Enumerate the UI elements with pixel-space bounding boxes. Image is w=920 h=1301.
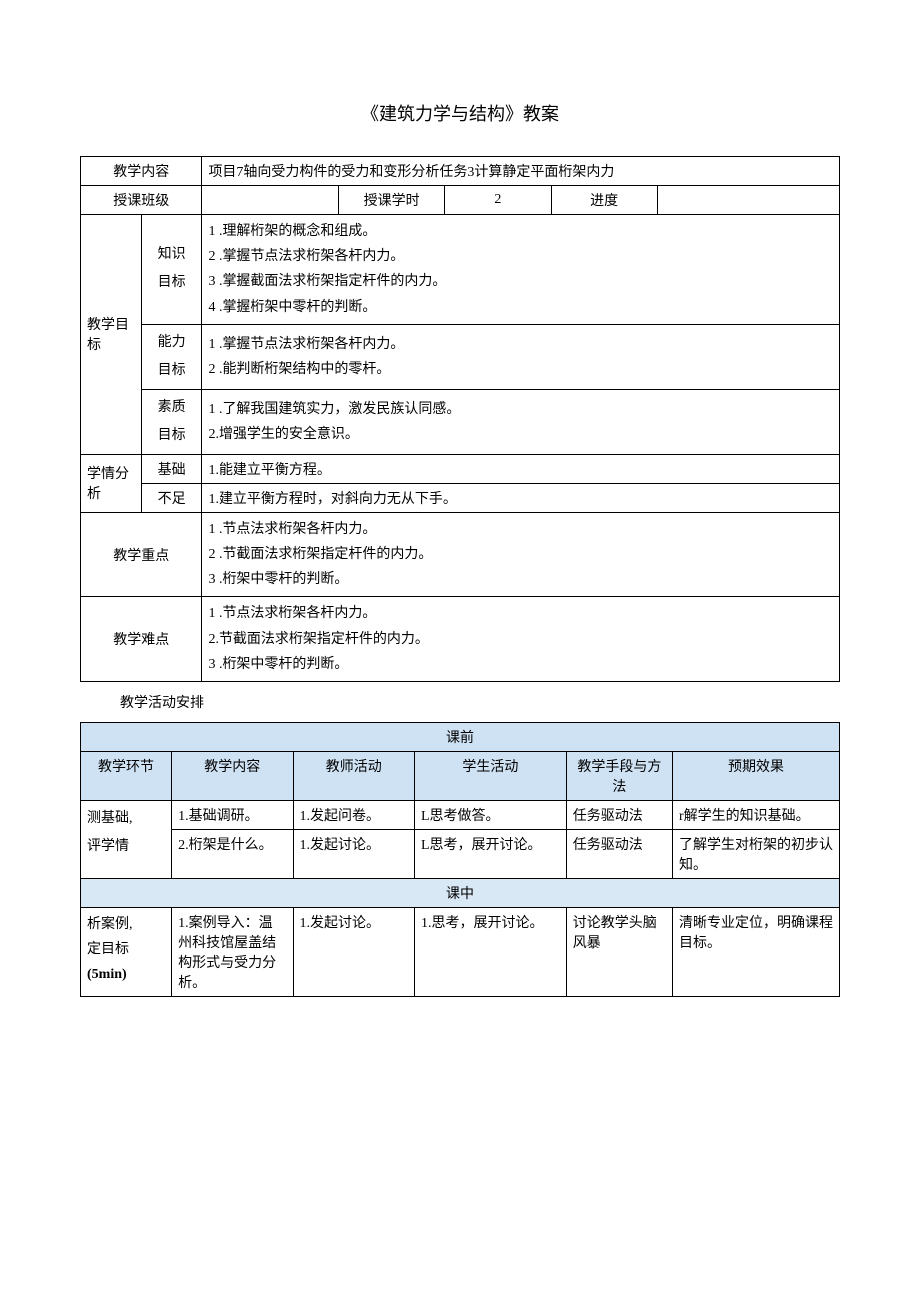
cell-content: 1.基础调研。 (172, 800, 293, 829)
label-basis: 基础 (141, 454, 202, 483)
cell-teacher: 1.发起问卷。 (293, 800, 414, 829)
label-key: 教学重点 (81, 512, 202, 597)
table-row: 测基础, 评学情 1.基础调研。 1.发起问卷。 L思考做答。 任务驱动法 r解… (81, 800, 840, 829)
cell-expect: 了解学生对桁架的初步认知。 (673, 829, 840, 878)
table-row: 能力 目标 1 .掌握节点法求桁架各杆内力。 2 .能判断桁架结构中的零杆。 (81, 324, 840, 389)
cell-method: 任务驱动法 (566, 829, 672, 878)
cell-expect: r解学生的知识基础。 (673, 800, 840, 829)
table-row: 教学难点 1 .节点法求桁架各杆内力。 2.节截面法求桁架指定杆件的内力。 3 … (81, 597, 840, 682)
value-content: 项目7轴向受力构件的受力和变形分析任务3计算静定平面桁架内力 (202, 157, 840, 186)
col-stage: 教学环节 (81, 751, 172, 800)
label-knowledge: 知识 目标 (141, 215, 202, 325)
label-progress: 进度 (551, 186, 657, 215)
col-student: 学生活动 (414, 751, 566, 800)
value-ability: 1 .掌握节点法求桁架各杆内力。 2 .能判断桁架结构中的零杆。 (202, 324, 840, 389)
cell-stage: 析案例, 定目标 (5min) (81, 907, 172, 996)
header-mid: 课中 (81, 878, 840, 907)
label-ability: 能力 目标 (141, 324, 202, 389)
label-quality: 素质 目标 (141, 389, 202, 454)
col-content: 教学内容 (172, 751, 293, 800)
table-row: 教学重点 1 .节点法求桁架各杆内力。 2 .节截面法求桁架指定杆件的内力。 3… (81, 512, 840, 597)
value-difficult: 1 .节点法求桁架各杆内力。 2.节截面法求桁架指定杆件的内力。 3 .桁架中零… (202, 597, 840, 682)
value-hours: 2 (445, 186, 551, 215)
header-pre: 课前 (81, 722, 840, 751)
value-key: 1 .节点法求桁架各杆内力。 2 .节截面法求桁架指定杆件的内力。 3 .桁架中… (202, 512, 840, 597)
label-situation: 学情分析 (81, 454, 142, 512)
table-row: 课中 (81, 878, 840, 907)
cell-student: 1.思考，展开讨论。 (414, 907, 566, 996)
document-title: 《建筑力学与结构》教案 (80, 100, 840, 126)
value-deficiency: 1.建立平衡方程时，对斜向力无从下手。 (202, 483, 840, 512)
table-row: 不足 1.建立平衡方程时，对斜向力无从下手。 (81, 483, 840, 512)
table-row: 2.桁架是什么。 1.发起讨论。 L思考，展开讨论。 任务驱动法 了解学生对桁架… (81, 829, 840, 878)
activity-label: 教学活动安排 (120, 692, 840, 712)
cell-stage: 测基础, 评学情 (81, 800, 172, 878)
cell-student: L思考，展开讨论。 (414, 829, 566, 878)
label-class: 授课班级 (81, 186, 202, 215)
table-row: 教学环节 教学内容 教师活动 学生活动 教学手段与方法 预期效果 (81, 751, 840, 800)
col-method: 教学手段与方法 (566, 751, 672, 800)
table-row: 学情分析 基础 1.能建立平衡方程。 (81, 454, 840, 483)
label-hours: 授课学时 (339, 186, 445, 215)
cell-student: L思考做答。 (414, 800, 566, 829)
activity-table: 课前 教学环节 教学内容 教师活动 学生活动 教学手段与方法 预期效果 测基础,… (80, 722, 840, 997)
cell-teacher: 1.发起讨论。 (293, 829, 414, 878)
cell-method: 讨论教学头脑风暴 (566, 907, 672, 996)
table-row: 教学目标 知识 目标 1 .理解桁架的概念和组成。 2 .掌握节点法求桁架各杆内… (81, 215, 840, 325)
cell-teacher: 1.发起讨论。 (293, 907, 414, 996)
table-row: 授课班级 授课学时 2 进度 (81, 186, 840, 215)
cell-method: 任务驱动法 (566, 800, 672, 829)
cell-expect: 清晰专业定位，明确课程目标。 (673, 907, 840, 996)
col-expect: 预期效果 (673, 751, 840, 800)
label-deficiency: 不足 (141, 483, 202, 512)
table-row: 素质 目标 1 .了解我国建筑实力，激发民族认同感。 2.增强学生的安全意识。 (81, 389, 840, 454)
value-basis: 1.能建立平衡方程。 (202, 454, 840, 483)
lesson-plan-table: 教学内容 项目7轴向受力构件的受力和变形分析任务3计算静定平面桁架内力 授课班级… (80, 156, 840, 682)
label-difficult: 教学难点 (81, 597, 202, 682)
col-teacher: 教师活动 (293, 751, 414, 800)
value-quality: 1 .了解我国建筑实力，激发民族认同感。 2.增强学生的安全意识。 (202, 389, 840, 454)
table-row: 教学内容 项目7轴向受力构件的受力和变形分析任务3计算静定平面桁架内力 (81, 157, 840, 186)
cell-content: 1.案例导入：温州科技馆屋盖结构形式与受力分析。 (172, 907, 293, 996)
label-content: 教学内容 (81, 157, 202, 186)
label-goals: 教学目标 (81, 215, 142, 455)
cell-content: 2.桁架是什么。 (172, 829, 293, 878)
value-knowledge: 1 .理解桁架的概念和组成。 2 .掌握节点法求桁架各杆内力。 3 .掌握截面法… (202, 215, 840, 325)
cell-empty (657, 186, 839, 215)
table-row: 析案例, 定目标 (5min) 1.案例导入：温州科技馆屋盖结构形式与受力分析。… (81, 907, 840, 996)
cell-empty (202, 186, 339, 215)
table-row: 课前 (81, 722, 840, 751)
